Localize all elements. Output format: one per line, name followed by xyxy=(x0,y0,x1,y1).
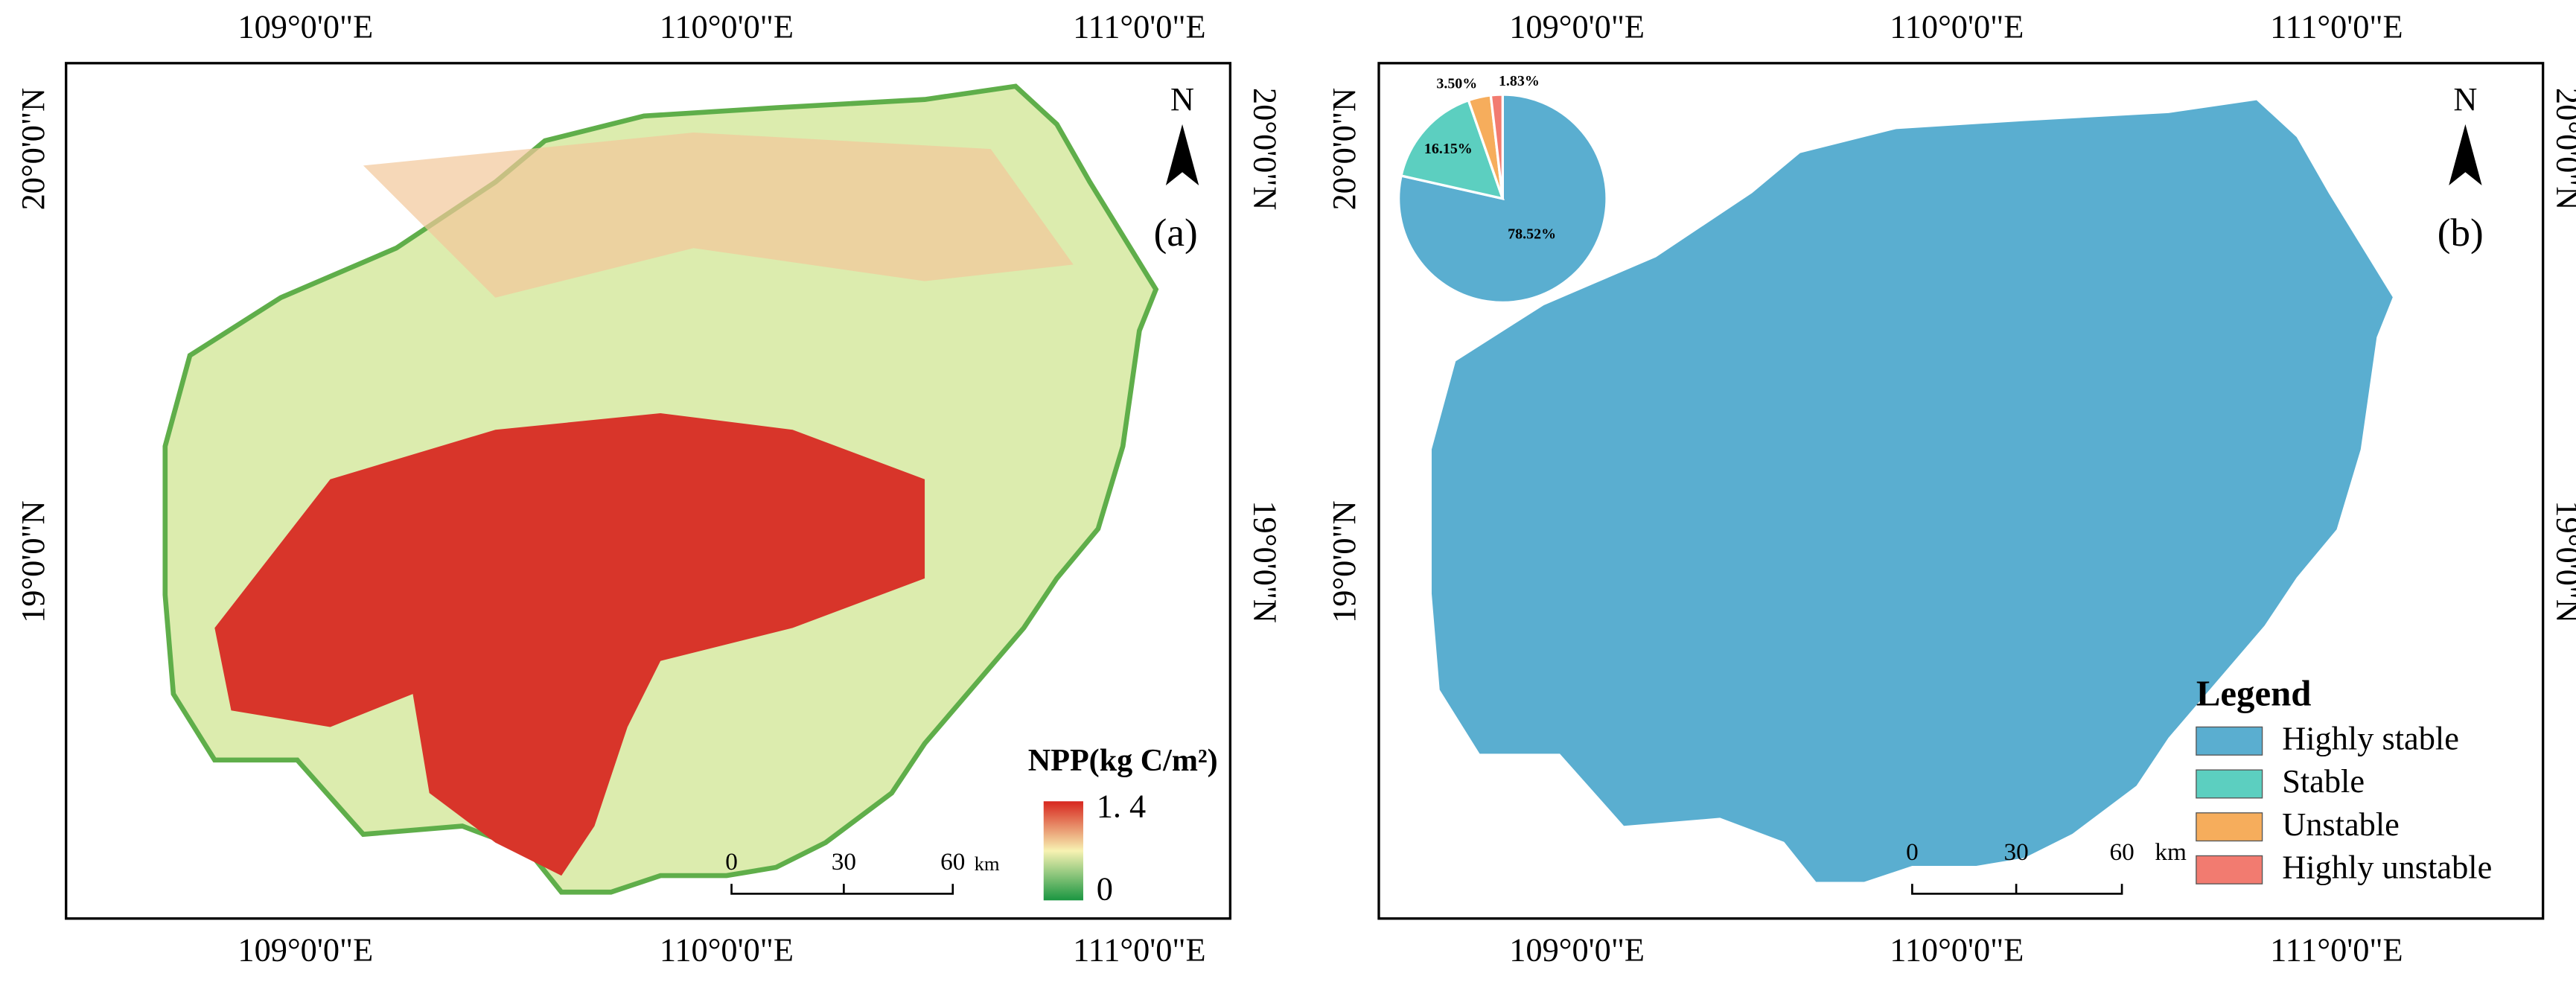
north-label: N xyxy=(1170,80,1194,118)
legend-swatch xyxy=(2196,855,2263,884)
coord-label: 20°0'0"N xyxy=(14,88,51,211)
legend-label: Highly unstable xyxy=(2282,849,2492,886)
coord-label: 109°0'0"E xyxy=(237,8,373,45)
coord-label: 110°0'0"E xyxy=(660,931,794,968)
coord-label: 19°0'0"N xyxy=(2549,500,2576,623)
pie-slice xyxy=(1489,93,1504,199)
scale-label: 30 xyxy=(832,848,856,876)
north-arrow xyxy=(1165,124,1199,185)
coord-label: 20°0'0"N xyxy=(2549,88,2576,211)
pie-label: 16.15% xyxy=(1424,141,1473,157)
scale-label: 0 xyxy=(725,848,738,876)
legend-title: NPP(kg C/m²) xyxy=(1028,743,1218,778)
panel-a: 109°0'0"E 110°0'0"E 111°0'0"E 109°0'0"E … xyxy=(14,8,1284,969)
panel-label: (b) xyxy=(2438,211,2484,255)
coord-label: 110°0'0"E xyxy=(1890,8,2024,45)
coord-label: 109°0'0"E xyxy=(1509,931,1645,968)
coord-label: 111°0'0"E xyxy=(2270,931,2403,968)
scale-bar xyxy=(1911,884,2123,895)
legend-swatch xyxy=(2196,769,2263,799)
coord-label: 20°0'0"N xyxy=(1325,88,1362,211)
coord-label: 20°0'0"N xyxy=(1246,88,1284,211)
panel-label: (a) xyxy=(1154,211,1198,255)
scale-label: 0 xyxy=(1906,838,1919,866)
pie-slice xyxy=(1400,98,1505,200)
coord-label: 110°0'0"E xyxy=(660,8,794,45)
scale-unit: km xyxy=(975,852,1000,875)
legend-swatch xyxy=(2196,726,2263,756)
coord-label: 110°0'0"E xyxy=(1890,931,2024,968)
coord-label: 111°0'0"E xyxy=(1073,8,1205,45)
legend-title: Legend xyxy=(2196,674,2312,714)
panel-b: 109°0'0"E 110°0'0"E 111°0'0"E 109°0'0"E … xyxy=(1325,8,2576,969)
coord-label: 19°0'0"N xyxy=(1246,500,1284,623)
legend-label: Highly stable xyxy=(2282,720,2459,757)
legend-swatch xyxy=(2196,812,2263,842)
pie-label: 1.83% xyxy=(1499,73,1540,89)
north-label: N xyxy=(2453,80,2477,118)
coord-label: 109°0'0"E xyxy=(1509,8,1645,45)
legend-label: Stable xyxy=(2282,762,2365,800)
coord-label: 111°0'0"E xyxy=(1073,931,1205,968)
legend: Highly stable Stable Unstable Highly unstab… xyxy=(2196,720,2492,886)
coord-label: 109°0'0"E xyxy=(237,931,373,968)
scale-label: 60 xyxy=(2109,838,2134,866)
legend-min: 0 xyxy=(1097,870,1113,907)
pie-label: 78.52% xyxy=(1508,226,1556,242)
pie-label: 3.50% xyxy=(1436,76,1477,92)
npp-zone xyxy=(363,132,1074,298)
coord-label: 19°0'0"N xyxy=(14,500,51,623)
coord-label: 19°0'0"N xyxy=(1325,500,1362,623)
npp-high-zone xyxy=(214,413,925,876)
pie-slice xyxy=(1397,93,1608,305)
coord-label: 111°0'0"E xyxy=(2270,8,2403,45)
scale-bar xyxy=(730,884,954,895)
color-ramp xyxy=(1043,801,1083,901)
north-arrow xyxy=(2449,124,2482,185)
legend-label: Unstable xyxy=(2282,806,2400,843)
legend-max: 1. 4 xyxy=(1097,788,1147,825)
pie-chart: 78.52% 16.15% 3.50% 1.83% xyxy=(1397,73,1608,305)
scale-unit: km xyxy=(2155,838,2187,866)
scale-label: 60 xyxy=(940,848,965,876)
scale-label: 30 xyxy=(2003,838,2028,866)
